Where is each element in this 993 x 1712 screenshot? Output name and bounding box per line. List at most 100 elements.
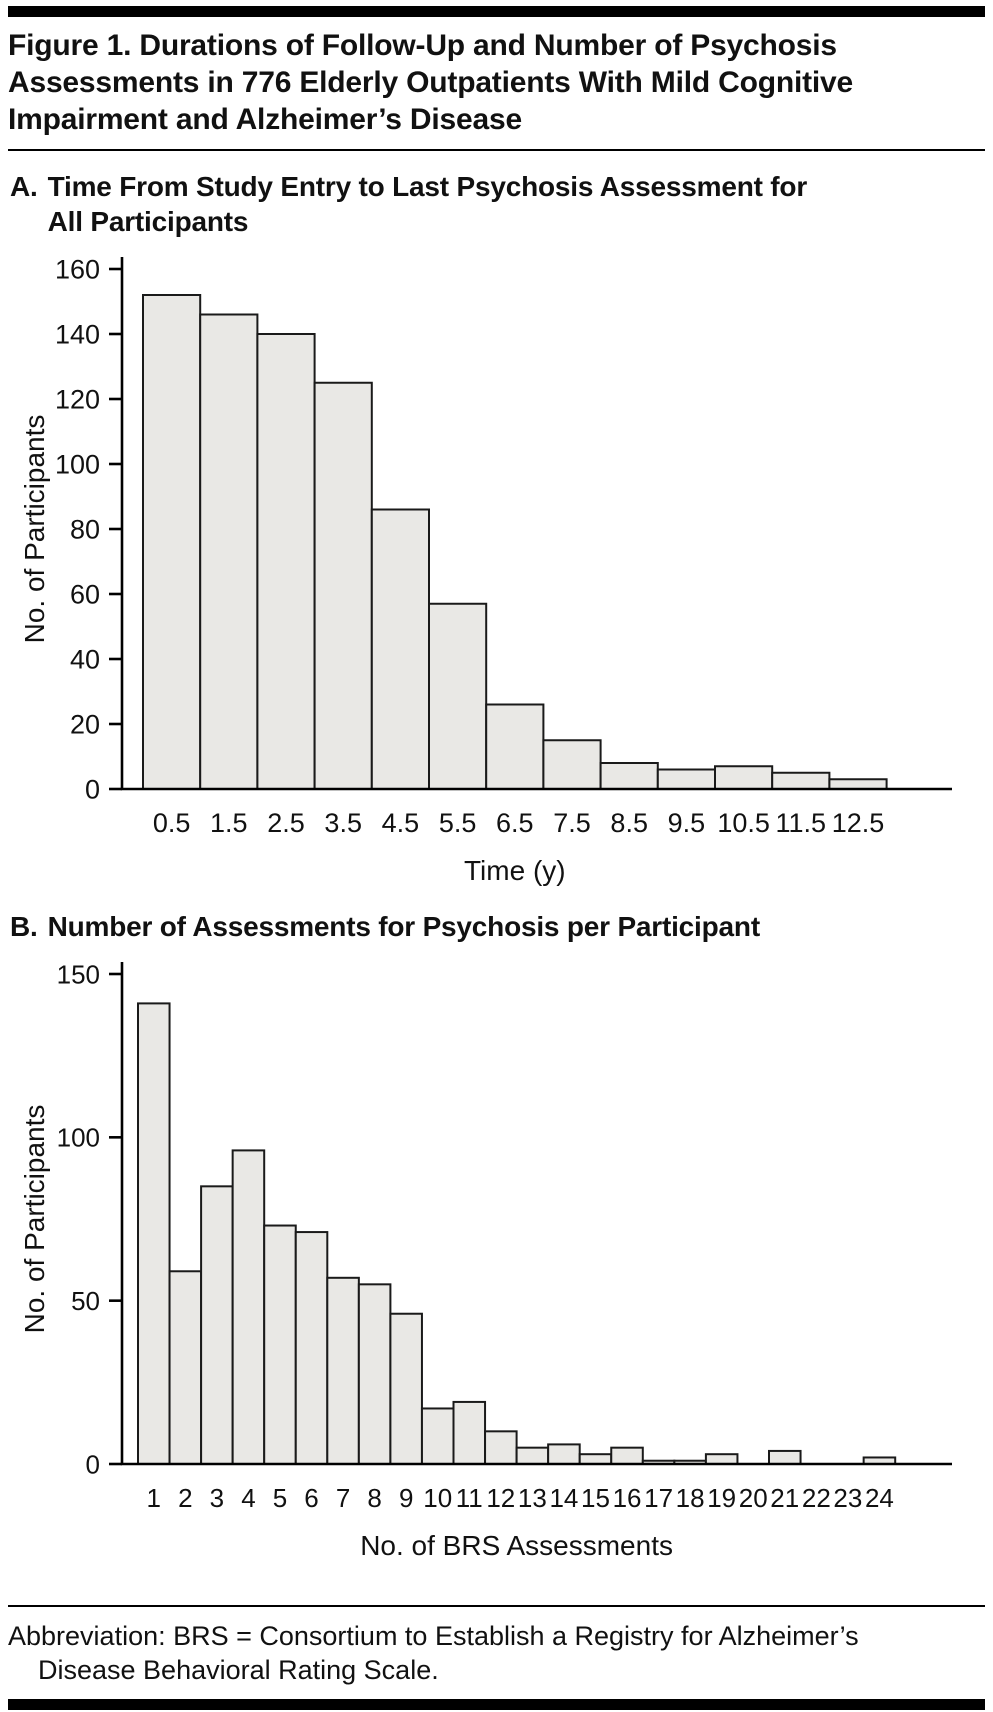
y-tick-label: 40 (70, 645, 100, 675)
x-tick-label: 11 (456, 1483, 483, 1513)
y-tick-label: 60 (70, 580, 100, 610)
panel-a-letter: A. (10, 170, 38, 202)
histogram-bar (578, 1453, 613, 1466)
panel-b-letter: B. (10, 911, 38, 943)
x-tick-label: 1 (147, 1483, 161, 1513)
abbreviation-footnote: Abbreviation: BRS = Consortium to Establ… (8, 1621, 859, 1686)
histogram-bar (326, 1276, 360, 1466)
x-tick-label: 20 (739, 1483, 768, 1513)
x-tick-label: 5.5 (439, 808, 477, 838)
bottom-rule (8, 1699, 985, 1711)
footnote-divider (8, 1605, 985, 1608)
histogram-bar (370, 508, 430, 791)
histogram-bar (547, 1443, 581, 1466)
histogram-bar (313, 381, 373, 791)
x-tick-label: 13 (518, 1483, 547, 1513)
y-tick-label: 100 (57, 1123, 100, 1153)
histogram-bar (768, 1449, 802, 1466)
x-tick-label: 16 (613, 1483, 642, 1513)
y-tick-label: 0 (85, 775, 100, 805)
x-tick-label: 22 (802, 1483, 831, 1513)
x-tick-label: 9.5 (668, 808, 706, 838)
x-tick-label: 8 (367, 1483, 381, 1513)
histogram-bar (137, 1002, 171, 1466)
y-axis-title: No. of Participants (19, 415, 50, 644)
x-tick-label: 10 (423, 1483, 452, 1513)
histogram-bar (610, 1446, 644, 1466)
x-tick-label: 3.5 (324, 808, 362, 838)
panel-b-title: Number of Assessments for Psychosis per … (47, 911, 761, 943)
histogram-bar (484, 1430, 518, 1466)
x-tick-label: 4 (241, 1483, 255, 1513)
x-tick-label: 9 (399, 1483, 413, 1513)
histogram-bar (231, 1149, 266, 1466)
histogram-bar (142, 294, 202, 791)
histogram-bar (428, 602, 488, 791)
histogram-bar (263, 1224, 297, 1466)
y-tick-label: 0 (86, 1449, 100, 1479)
x-tick-label: 21 (770, 1483, 799, 1513)
x-tick-label: 3 (210, 1483, 224, 1513)
x-tick-label: 1.5 (210, 808, 248, 838)
histogram-bar (256, 333, 316, 791)
x-tick-label: 2 (178, 1483, 192, 1513)
y-tick-label: 100 (55, 450, 100, 480)
x-tick-label: 8.5 (610, 808, 648, 838)
x-tick-label: 19 (707, 1483, 736, 1513)
x-tick-label: 4.5 (382, 808, 420, 838)
y-tick-label: 50 (71, 1286, 100, 1316)
histogram-bar (656, 768, 716, 791)
x-tick-label: 2.5 (267, 808, 305, 838)
x-tick-label: 12 (486, 1483, 515, 1513)
chart-a-histogram: 0 20 40 60 80 100 120 140 160 0.5 1.5 2.5 3.5 4.5 5.5 6… (19, 255, 952, 886)
panel-a-title: Time From Study Entry to Last Psychosis … (47, 170, 808, 238)
x-tick-label: 15 (581, 1483, 610, 1513)
histogram-bar (389, 1312, 423, 1466)
histogram-bar (704, 1453, 739, 1466)
x-tick-label: 11.5 (776, 808, 827, 838)
panel-b-heading: B. Number of Assessments for Psychosis p… (10, 909, 985, 945)
histogram-bar (599, 762, 659, 791)
x-tick-label: 17 (644, 1483, 673, 1513)
histogram-bar (771, 771, 831, 791)
x-tick-label: 7.5 (553, 808, 591, 838)
x-tick-label: 0.5 (153, 808, 191, 838)
panel-a-heading: A. Time From Study Entry to Last Psychos… (10, 169, 985, 241)
x-tick-label: 18 (676, 1483, 705, 1513)
y-tick-label: 80 (70, 515, 100, 545)
histogram-bar (485, 703, 545, 791)
histogram-bar (200, 1185, 234, 1466)
y-tick-label: 150 (57, 959, 100, 989)
histogram-bar (168, 1270, 203, 1466)
figure-title: Figure 1. Durations of Follow-Up and Num… (8, 29, 853, 137)
x-tick-label: 7 (336, 1483, 350, 1513)
x-tick-label: 5 (273, 1483, 287, 1513)
y-tick-label: 160 (55, 255, 100, 285)
histogram-bar (357, 1283, 392, 1466)
histogram-bar (714, 765, 774, 791)
top-rule (8, 6, 985, 17)
histogram-bar (515, 1446, 550, 1466)
title-divider (8, 148, 985, 151)
x-axis-title: No. of BRS Assessments (360, 1530, 673, 1561)
x-tick-label: 6.5 (496, 808, 534, 838)
histogram-bar (294, 1231, 329, 1466)
x-axis-title: Time (y) (464, 855, 566, 886)
histogram-bar (452, 1400, 487, 1466)
histogram-bar (420, 1407, 455, 1466)
x-tick-label: 24 (865, 1483, 894, 1513)
x-tick-label: 12.5 (832, 808, 885, 838)
histogram-bar (828, 778, 888, 791)
histogram-bar (199, 313, 259, 791)
x-tick-label: 10.5 (717, 808, 770, 838)
x-tick-label: 6 (304, 1483, 318, 1513)
y-tick-label: 120 (55, 385, 100, 415)
x-tick-label: 23 (833, 1483, 862, 1513)
x-tick-label: 14 (549, 1483, 578, 1513)
y-tick-label: 140 (55, 320, 100, 350)
y-axis-title: No. of Participants (19, 1105, 50, 1334)
y-tick-label: 20 (70, 710, 100, 740)
histogram-bar (542, 739, 602, 791)
